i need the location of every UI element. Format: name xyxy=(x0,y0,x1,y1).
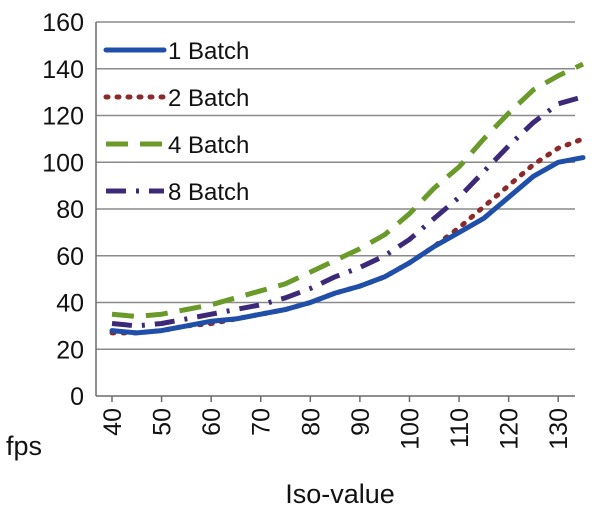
legend-label-2-batch: 2 Batch xyxy=(168,85,249,112)
x-tick-label-group-60: 60 xyxy=(198,408,226,436)
x-tick-label-90: 90 xyxy=(347,408,375,436)
series-line-4-batch xyxy=(111,61,585,319)
x-axis-title: Iso-value xyxy=(285,479,395,509)
x-tick-label-group-40: 40 xyxy=(99,408,127,436)
y-tick-label-20: 20 xyxy=(56,336,84,364)
x-tick-label-40: 40 xyxy=(99,408,127,436)
y-tick-label-0: 0 xyxy=(70,383,84,411)
x-tick-label-70: 70 xyxy=(248,408,276,436)
y-tick-label-40: 40 xyxy=(56,290,84,318)
legend: 1 Batch 2 Batch 4 Batch 8 Batch xyxy=(103,38,249,206)
x-tick-label-group-120: 120 xyxy=(496,408,524,450)
x-tick-label-group-130: 130 xyxy=(545,408,573,450)
y-tick-labels: 0 20 40 60 80 100 120 140 160 xyxy=(42,9,84,411)
legend-label-4-batch: 4 Batch xyxy=(168,132,249,159)
x-tick-label-group-80: 80 xyxy=(297,408,325,436)
x-tick-label-110: 110 xyxy=(446,408,474,448)
x-tick-label-group-70: 70 xyxy=(248,408,276,436)
x-tick-label-130: 130 xyxy=(545,408,573,450)
x-tick-label-80: 80 xyxy=(297,408,325,436)
y-tick-label-80: 80 xyxy=(56,196,84,224)
legend-label-8-batch: 8 Batch xyxy=(168,179,249,206)
x-tick-label-100: 100 xyxy=(396,408,424,450)
series-line-8-batch xyxy=(111,94,584,329)
axes xyxy=(95,22,575,402)
series-line-2-batch xyxy=(109,136,586,336)
y-tick-label-160: 160 xyxy=(42,9,84,37)
x-tick-label-50: 50 xyxy=(149,408,177,436)
x-tick-label-group-100: 100 xyxy=(396,408,424,450)
series-lines xyxy=(109,61,586,336)
x-tick-label-group-90: 90 xyxy=(347,408,375,436)
gridlines xyxy=(96,21,575,350)
series-line-1-batch xyxy=(109,155,586,336)
legend-label-1-batch: 1 Batch xyxy=(168,38,249,65)
x-tick-label-group-110: 110 xyxy=(446,408,474,448)
x-tick-label-120: 120 xyxy=(496,408,524,450)
y-tick-label-60: 60 xyxy=(56,243,84,271)
y-tick-label-140: 140 xyxy=(42,56,84,84)
x-tick-label-60: 60 xyxy=(198,408,226,436)
y-axis-title: fps xyxy=(6,431,42,461)
y-tick-label-100: 100 xyxy=(42,149,84,177)
x-tick-labels: 40 50 60 70 80 90 100 110 120 130 xyxy=(99,408,573,450)
y-tick-label-120: 120 xyxy=(42,103,84,131)
x-tick-label-group-50: 50 xyxy=(149,408,177,436)
